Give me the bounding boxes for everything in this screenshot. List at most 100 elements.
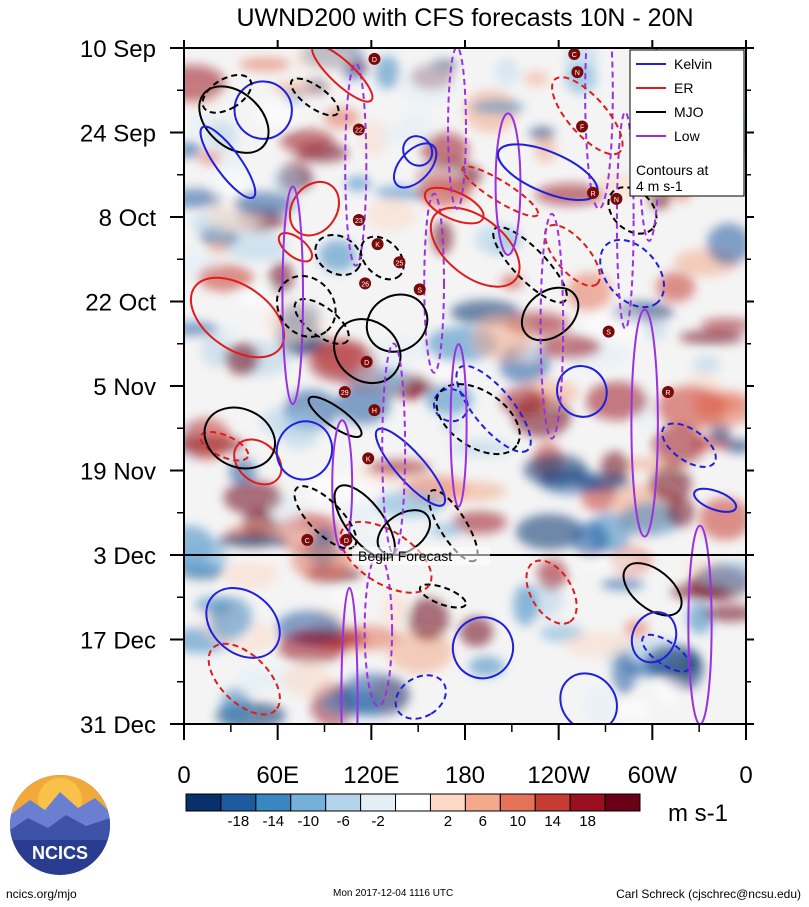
contour-line	[333, 318, 402, 385]
contour-line	[189, 276, 286, 359]
contour-line	[359, 235, 405, 281]
anomaly-blob	[448, 440, 515, 456]
legend-label: Kelvin	[674, 56, 712, 72]
storm-marker-circle	[571, 66, 584, 79]
contour-line	[423, 192, 445, 374]
colorbar-swatch	[325, 793, 362, 812]
x-tick-label: 180	[445, 762, 485, 789]
y-tick-label: 22 Oct	[85, 290, 156, 317]
chart-title: UWND200 with CFS forecasts 10N - 20N	[236, 4, 693, 32]
contour-line	[556, 365, 608, 418]
contour-line	[693, 487, 738, 513]
storm-marker: D	[368, 52, 381, 65]
anomaly-blob	[209, 596, 253, 640]
storm-marker-label: R	[590, 191, 595, 198]
colorbar-swatch	[395, 793, 431, 812]
colorbar-swatch	[499, 793, 536, 812]
anomaly-blob	[523, 71, 550, 86]
contour-line	[198, 85, 270, 154]
anomaly-blob	[700, 318, 746, 332]
storm-marker-circle	[610, 192, 623, 205]
contour-line	[525, 559, 578, 625]
anomaly-blob	[338, 673, 410, 717]
colorbar-swatch	[185, 793, 222, 812]
colorbar-units: m s-1	[668, 800, 728, 827]
contour-line	[418, 583, 467, 609]
contour-line	[374, 427, 447, 507]
storm-marker-label: D	[372, 57, 377, 64]
anomaly-blob	[323, 107, 360, 129]
storm-marker: C	[568, 48, 581, 61]
storm-marker: 25	[393, 256, 406, 269]
anomaly-blob	[282, 663, 333, 698]
storm-marker: 29	[338, 386, 351, 399]
contour-line	[314, 233, 362, 277]
anomaly-blob	[703, 604, 746, 622]
contour-line	[275, 420, 334, 481]
colorbar-label: -18	[228, 813, 250, 830]
contour-line	[203, 406, 276, 470]
anomaly-blob	[407, 597, 449, 641]
anomaly-blob	[655, 271, 696, 303]
x-axis: 0 60E 120E 180 120W 60W 0	[177, 40, 753, 789]
storm-marker-label: C	[305, 538, 310, 545]
storm-marker: 23	[352, 214, 365, 227]
anomaly-blob	[538, 334, 602, 359]
anomaly-blob	[439, 481, 507, 502]
anomaly-blob	[374, 185, 431, 201]
colorbar-label: -2	[371, 813, 384, 830]
anomaly-blob	[184, 188, 225, 209]
storm-marker-circle	[340, 533, 353, 546]
anomaly-blob	[293, 48, 356, 71]
x-tick-label: 0	[739, 762, 752, 789]
anomaly-blob	[429, 523, 462, 538]
storm-marker: R	[587, 186, 600, 199]
contour-line	[494, 112, 522, 256]
anomaly-blob	[618, 699, 651, 721]
contour-line	[429, 206, 521, 288]
storm-marker-circle	[352, 214, 365, 227]
storm-marker: C	[301, 533, 314, 546]
anomaly-blob	[459, 616, 494, 647]
x-tick-label: 120E	[343, 762, 399, 789]
contour-line	[293, 485, 358, 550]
anomaly-blob	[512, 584, 538, 626]
legend-label: ER	[674, 80, 693, 96]
anomaly-blob	[471, 100, 525, 115]
anomaly-blob	[420, 132, 469, 168]
contour-line	[205, 587, 281, 659]
storm-marker-circle	[568, 48, 581, 61]
colorbar-swatch	[360, 793, 397, 812]
anomaly-blob	[491, 69, 529, 83]
x-tick-label: 60W	[628, 762, 678, 789]
storm-marker-label: N	[575, 70, 580, 77]
storm-marker-circle	[393, 256, 406, 269]
anomaly-blob	[529, 127, 556, 141]
anomaly-blob	[266, 302, 324, 343]
contour-line	[402, 135, 434, 167]
footer-right: Carl Schreck (cjschrec@ncsu.edu)	[616, 887, 801, 901]
storm-marker-circle	[413, 283, 426, 296]
storm-marker-circle	[587, 186, 600, 199]
storm-marker-label: K	[375, 242, 380, 249]
anomaly-blob	[626, 660, 674, 678]
storm-marker: N	[571, 66, 584, 79]
anomaly-blob	[291, 544, 353, 579]
storm-marker-circle	[576, 120, 589, 133]
begin-forecast-label-bg	[352, 547, 490, 565]
contour-line	[455, 364, 532, 453]
contour-line	[365, 293, 429, 353]
y-tick-label: 8 Oct	[99, 205, 157, 232]
anomaly-blob	[648, 465, 692, 503]
anomaly-blob	[601, 578, 645, 591]
storm-marker-circle	[338, 386, 351, 399]
storm-marker-circle	[368, 404, 381, 417]
storm-marker-label: 22	[355, 127, 363, 134]
y-tick-label: 19 Nov	[80, 459, 156, 486]
storm-marker-circle	[371, 238, 384, 251]
anomaly-blob	[373, 491, 445, 518]
legend-label: Low	[674, 128, 701, 144]
anomaly-blob	[399, 63, 457, 106]
anomaly-blob	[216, 532, 288, 551]
anomaly-blob	[441, 419, 464, 435]
